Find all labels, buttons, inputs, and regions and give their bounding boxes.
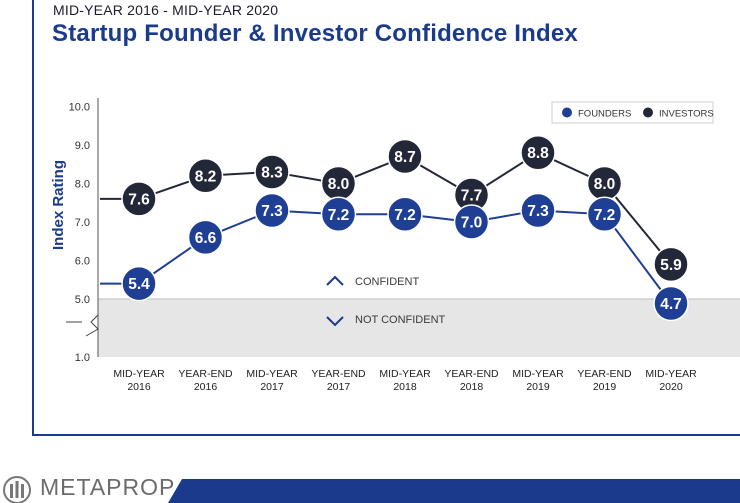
chevron-up-icon <box>326 275 344 286</box>
not-confident-zone-label: NOT CONFIDENT <box>326 314 446 327</box>
x-tick-label: MID-YEAR 2020 <box>645 368 697 393</box>
investors-point: 8.2 <box>187 158 224 194</box>
metaprop-logo: METAPROP <box>0 472 175 503</box>
founders-point: 4.7 <box>653 285 689 322</box>
investors-marker <box>653 246 689 283</box>
series-layer: 7.6 8.2 8.3 8.0 8.7 7.7 8.8 8.0 5.9 5.4 6.6 7.3 7.2 7… <box>100 134 689 322</box>
x-tick-labels: MID-YEAR 2016 YEAR-END 2016 MID-YEAR 2017 YEAR… <box>113 368 697 393</box>
investors-marker <box>387 138 423 175</box>
y-tick-label: 7.0 <box>75 217 90 229</box>
founders-point: 5.4 <box>121 265 157 302</box>
investors-marker <box>187 158 224 194</box>
founders-marker <box>121 265 157 302</box>
not-confident-band <box>98 299 740 357</box>
founders-marker <box>254 192 290 229</box>
founders-value-label: 6.6 <box>195 230 217 247</box>
investors-point: 8.0 <box>586 165 623 202</box>
legend-founders-marker <box>562 107 572 118</box>
founders-value-label: 7.3 <box>527 203 549 220</box>
x-tick-label: YEAR-END 2017 <box>311 368 366 393</box>
founders-point: 7.3 <box>254 192 290 229</box>
chart-subtitle: MID-YEAR 2016 - MID-YEAR 2020 <box>53 2 279 18</box>
legend: FOUNDERS INVESTORS <box>551 101 714 124</box>
x-tick-label: MID-YEAR 2018 <box>379 368 431 393</box>
founders-point: 7.3 <box>520 192 556 229</box>
founders-point: 7.2 <box>320 196 357 233</box>
x-tick-label: MID-YEAR 2017 <box>246 368 298 393</box>
x-tick-label: YEAR-END 2019 <box>577 368 632 393</box>
axis-break-icon <box>85 314 99 337</box>
y-tick-label: 8.0 <box>75 179 90 191</box>
footer-accent-bar <box>168 479 740 503</box>
founders-point: 7.0 <box>453 204 490 240</box>
investors-value-label: 5.9 <box>660 257 682 274</box>
founders-marker <box>320 196 357 233</box>
founders-value-label: 7.2 <box>394 207 416 224</box>
legend-box <box>551 101 714 124</box>
chart-title: Startup Founder & Investor Confidence In… <box>52 20 578 47</box>
y-tick-label: 10.0 <box>69 102 90 114</box>
founders-marker <box>653 285 689 322</box>
investors-value-label: 8.2 <box>195 168 217 185</box>
investors-marker <box>520 134 556 171</box>
frame-bottom-rule <box>32 434 740 436</box>
y-tick-label: 9.0 <box>75 140 90 152</box>
founders-point: 7.2 <box>586 196 623 233</box>
legend-investors-label: INVESTORS <box>659 109 714 120</box>
y-tick-label: 1.0 <box>75 352 90 364</box>
founders-value-label: 5.4 <box>128 276 150 293</box>
founders-value-label: 7.2 <box>328 207 350 224</box>
confident-label: CONFIDENT <box>355 276 419 288</box>
investors-point: 7.6 <box>121 181 157 217</box>
founders-value-label: 7.3 <box>261 203 283 220</box>
y-tick-labels: 10.0 9.0 8.0 7.0 6.0 5.0 1.0 <box>69 102 90 365</box>
investors-marker <box>254 154 290 190</box>
x-tick-label: YEAR-END 2018 <box>444 368 499 393</box>
metaprop-logo-icon <box>3 475 31 503</box>
confidence-index-chart: Index Rating 10.0 9.0 8.0 7.0 6.0 5.0 1.0 MID-… <box>50 98 740 393</box>
founders-marker <box>453 204 490 240</box>
investors-point: 8.8 <box>520 134 556 171</box>
y-tick-label: 5.0 <box>75 294 90 306</box>
investors-point: 8.0 <box>320 165 357 202</box>
y-axis-title: Index Rating <box>50 160 67 250</box>
founders-point: 7.2 <box>387 196 423 233</box>
founders-value-label: 7.0 <box>461 215 483 232</box>
investors-value-label: 7.6 <box>128 191 150 208</box>
investors-point: 8.3 <box>254 154 290 190</box>
founders-point: 6.6 <box>187 219 224 256</box>
x-tick-label: MID-YEAR 2019 <box>512 368 564 393</box>
founders-value-label: 4.7 <box>660 296 682 313</box>
confident-zone-label: CONFIDENT <box>326 275 419 288</box>
investors-value-label: 8.3 <box>261 164 283 181</box>
frame-left-rule <box>32 0 34 436</box>
founders-marker <box>586 196 623 233</box>
x-tick-label: MID-YEAR 2016 <box>113 368 165 393</box>
investors-point: 5.9 <box>653 246 689 283</box>
x-tick-label: YEAR-END 2016 <box>178 368 233 393</box>
chevron-down-icon <box>326 316 344 327</box>
y-tick-label: 6.0 <box>75 256 90 268</box>
founders-value-label: 7.2 <box>594 207 616 224</box>
founders-marker <box>387 196 423 233</box>
investors-point: 7.7 <box>453 177 490 213</box>
investors-value-label: 7.7 <box>461 188 483 205</box>
investors-value-label: 8.0 <box>594 176 616 193</box>
investors-value-label: 8.8 <box>527 145 549 162</box>
investors-point: 8.7 <box>387 138 423 175</box>
legend-founders-label: FOUNDERS <box>578 109 631 120</box>
legend-investors-marker <box>643 107 653 118</box>
not-confident-label: NOT CONFIDENT <box>355 314 446 326</box>
founders-marker <box>187 219 224 256</box>
metaprop-logo-text: METAPROP <box>40 474 176 500</box>
investors-value-label: 8.0 <box>328 176 350 193</box>
investors-value-label: 8.7 <box>394 149 416 166</box>
founders-marker <box>520 192 556 229</box>
investors-marker <box>121 181 157 217</box>
